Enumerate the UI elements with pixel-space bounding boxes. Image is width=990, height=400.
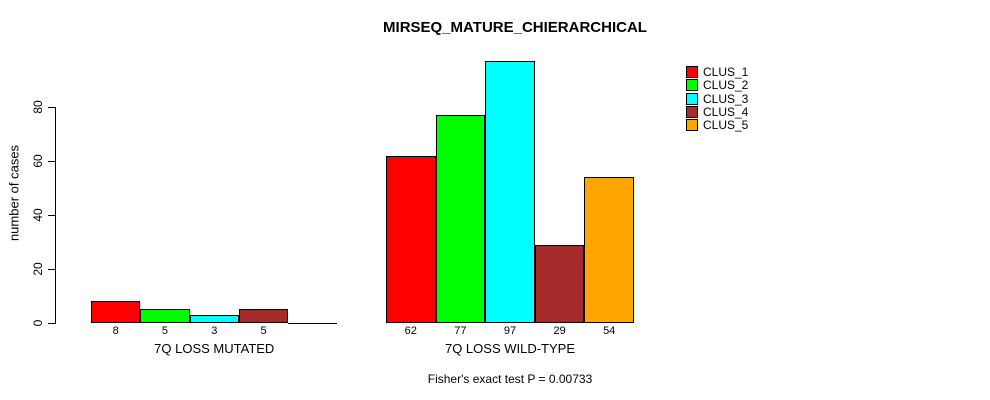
legend-label: CLUS_3 <box>703 91 749 106</box>
y-tick-label: 20 <box>31 262 45 276</box>
bar-clus_3-group2 <box>485 61 535 323</box>
bar-value-label: 97 <box>503 325 517 337</box>
y-tick-mark <box>48 323 55 324</box>
bar-clus_4-group1 <box>238 309 289 323</box>
legend-label: CLUS_5 <box>703 118 749 133</box>
legend-item-clus_3: CLUS_3 <box>686 92 748 106</box>
bar-value-label: 8 <box>112 325 119 337</box>
annotation-text: Fisher's exact test P = 0.00733 <box>427 372 593 386</box>
y-axis <box>55 107 56 324</box>
bar-clus_2-group2 <box>435 115 486 323</box>
bar-clus_5-group1 <box>288 323 338 324</box>
legend-item-clus_5: CLUS_5 <box>686 118 748 132</box>
bar-clus_2-group1 <box>140 309 190 323</box>
bar-value-label: 54 <box>603 325 616 337</box>
legend-swatch <box>686 66 698 78</box>
legend-swatch <box>686 119 698 132</box>
legend-item-clus_4: CLUS_4 <box>686 105 748 119</box>
bar-value-label: 29 <box>553 325 566 337</box>
x-category-label: 7Q LOSS WILD-TYPE <box>444 341 576 356</box>
y-tick-label: 40 <box>31 208 45 222</box>
bar-value-label: 62 <box>404 325 417 337</box>
legend-label: CLUS_4 <box>703 104 749 119</box>
legend-item-clus_1: CLUS_1 <box>686 65 748 79</box>
bar-value-label: 77 <box>454 325 467 337</box>
y-axis-label: number of cases <box>6 144 22 242</box>
bar-clus_5-group2 <box>584 177 634 323</box>
legend-label: CLUS_2 <box>703 78 749 93</box>
legend-label: CLUS_1 <box>703 65 749 79</box>
y-tick-label: 0 <box>31 319 45 327</box>
y-tick-mark <box>48 161 55 162</box>
legend-swatch <box>686 79 698 92</box>
y-tick-mark <box>48 107 55 108</box>
bar-clus_4-group2 <box>534 245 585 323</box>
bar-clus_1-group1 <box>91 301 141 323</box>
bar-value-label: 3 <box>211 325 218 337</box>
y-tick-mark <box>48 215 55 216</box>
bar-clus_1-group2 <box>386 156 436 323</box>
y-tick-label: 60 <box>31 154 45 168</box>
legend-item-clus_2: CLUS_2 <box>686 78 748 92</box>
bar-clus_3-group1 <box>189 315 239 323</box>
chart-title: MIRSEQ_MATURE_CHIERARCHICAL <box>383 19 647 36</box>
x-category-label: 7Q LOSS MUTATED <box>154 341 275 356</box>
bar-value-label: 5 <box>161 325 168 337</box>
legend-swatch <box>686 92 698 105</box>
y-tick-label: 80 <box>31 100 45 114</box>
bar-value-label: 5 <box>260 325 267 337</box>
y-tick-mark <box>48 269 55 270</box>
legend-swatch <box>686 105 698 118</box>
